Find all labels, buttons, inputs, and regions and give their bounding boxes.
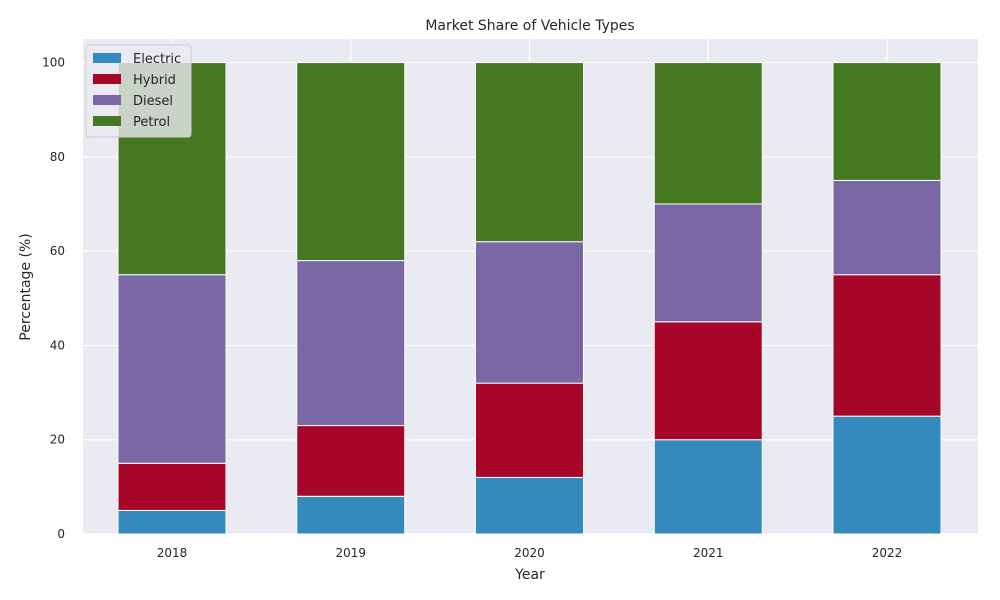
y-tick-label: 60 (50, 244, 65, 258)
bar-electric-2019 (296, 495, 406, 535)
legend: Electric Hybrid Diesel Petrol (85, 44, 192, 138)
y-tick-label: 100 (42, 56, 65, 70)
bar-diesel-2020 (475, 241, 584, 384)
bar-diesel-2021 (653, 203, 763, 323)
bar-petrol-2019 (296, 62, 406, 262)
bar-diesel-2022 (832, 179, 942, 276)
bar-electric-2022 (832, 415, 942, 535)
legend-swatch-petrol (93, 116, 121, 126)
x-tick-label: 2022 (872, 546, 903, 560)
x-tick-labels: 2018 2019 2020 2021 2022 (157, 546, 903, 560)
bars (117, 62, 942, 535)
bar-petrol-2021 (653, 62, 763, 205)
x-tick-label: 2021 (693, 546, 724, 560)
y-tick-label: 40 (50, 338, 65, 352)
legend-label-hybrid: Hybrid (133, 73, 176, 88)
x-tick-label: 2019 (335, 546, 366, 560)
legend-label-diesel: Diesel (133, 94, 173, 109)
bar-electric-2020 (475, 476, 584, 535)
x-axis-label: Year (514, 567, 545, 583)
bar-petrol-2020 (475, 62, 584, 243)
bar-hybrid-2020 (475, 382, 584, 478)
y-tick-label: 80 (50, 150, 65, 164)
bar-diesel-2019 (296, 260, 406, 427)
bar-hybrid-2021 (653, 321, 763, 441)
bar-hybrid-2018 (117, 462, 227, 511)
legend-box (85, 44, 192, 138)
bar-electric-2018 (117, 509, 227, 535)
bar-hybrid-2022 (832, 274, 942, 417)
y-tick-labels: 0 20 40 60 80 100 (42, 56, 65, 541)
legend-swatch-hybrid (93, 74, 121, 84)
x-tick-label: 2018 (157, 546, 188, 560)
y-tick-label: 20 (50, 433, 65, 447)
x-tick-label: 2020 (514, 546, 545, 560)
legend-swatch-diesel (93, 95, 121, 105)
y-tick-label: 0 (57, 527, 65, 541)
legend-swatch-electric (93, 53, 121, 63)
bar-hybrid-2019 (296, 425, 406, 497)
bar-petrol-2022 (832, 62, 942, 181)
bar-diesel-2018 (117, 274, 227, 464)
legend-label-electric: Electric (133, 52, 181, 67)
y-axis-label: Percentage (%) (18, 233, 34, 340)
bar-electric-2021 (653, 439, 763, 535)
legend-label-petrol: Petrol (133, 115, 170, 130)
chart-title: Market Share of Vehicle Types (425, 18, 634, 34)
